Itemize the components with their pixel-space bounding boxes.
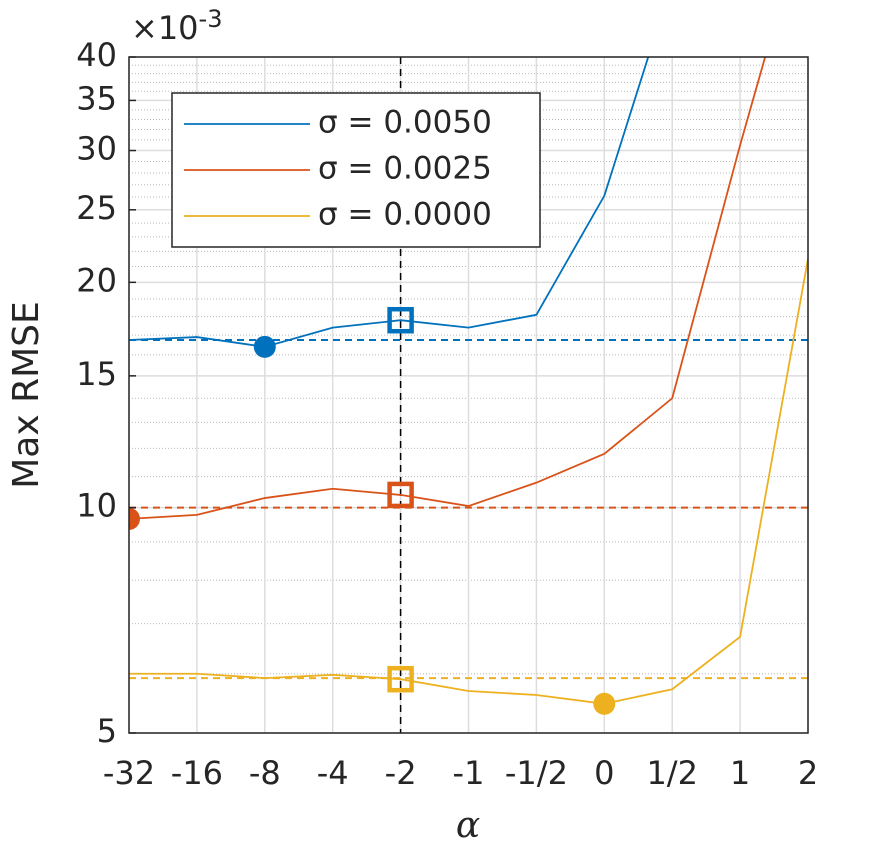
- plot-frame: [128, 56, 809, 734]
- y-tick-label: 5: [97, 712, 117, 750]
- selected-marker: [387, 306, 414, 334]
- legend-label: σ = 0.0050: [318, 105, 492, 141]
- x-tick-label: 1: [730, 754, 750, 792]
- plot-area: [129, 57, 808, 733]
- multiplier-base: ×10: [131, 9, 199, 47]
- series-line: [129, 57, 767, 520]
- x-tick-label: -16: [171, 754, 223, 792]
- y-tick-label: 25: [76, 189, 117, 227]
- x-tick-label: 2: [798, 754, 818, 792]
- x-tick-label: -8: [249, 754, 281, 792]
- series-line: [129, 258, 808, 705]
- multiplier: ×10-3: [131, 5, 222, 47]
- y-tick-label: 30: [76, 130, 117, 168]
- min-marker: [593, 692, 616, 715]
- selected-marker: [387, 481, 414, 509]
- x-tick-label: -1: [453, 754, 485, 792]
- min-marker: [253, 335, 276, 358]
- y-tick-label: 15: [76, 355, 117, 393]
- y-tick-label: 10: [76, 487, 117, 525]
- min-marker: [129, 507, 140, 530]
- labels: 5 10 15 20 25 30 35 40 -32 -16 -8 -4 -2 -1 -1/2 0 1/2 1 2: [76, 36, 818, 792]
- legend-label: σ = 0.0000: [318, 197, 492, 233]
- x-tick-label: -4: [317, 754, 349, 792]
- selected-marker: [387, 665, 414, 693]
- y-tick-label: 20: [76, 261, 117, 299]
- y-axis-label: Max RMSE: [6, 301, 47, 489]
- x-tick-label: -2: [385, 754, 417, 792]
- x-tick-label: 1/2: [646, 754, 698, 792]
- legend-label: σ = 0.0025: [318, 151, 492, 187]
- y-tick-label: 40: [76, 36, 117, 74]
- x-tick-label: -32: [103, 754, 155, 792]
- legend: σ = 0.0050 σ = 0.0025 σ = 0.0000: [171, 92, 541, 248]
- y-tick-label: 35: [76, 79, 117, 117]
- x-tick-label: 0: [594, 754, 614, 792]
- x-tick-label: -1/2: [505, 754, 568, 792]
- x-axis-label: α: [456, 805, 480, 846]
- multiplier-exponent: -3: [199, 5, 223, 33]
- series-line: [129, 57, 650, 348]
